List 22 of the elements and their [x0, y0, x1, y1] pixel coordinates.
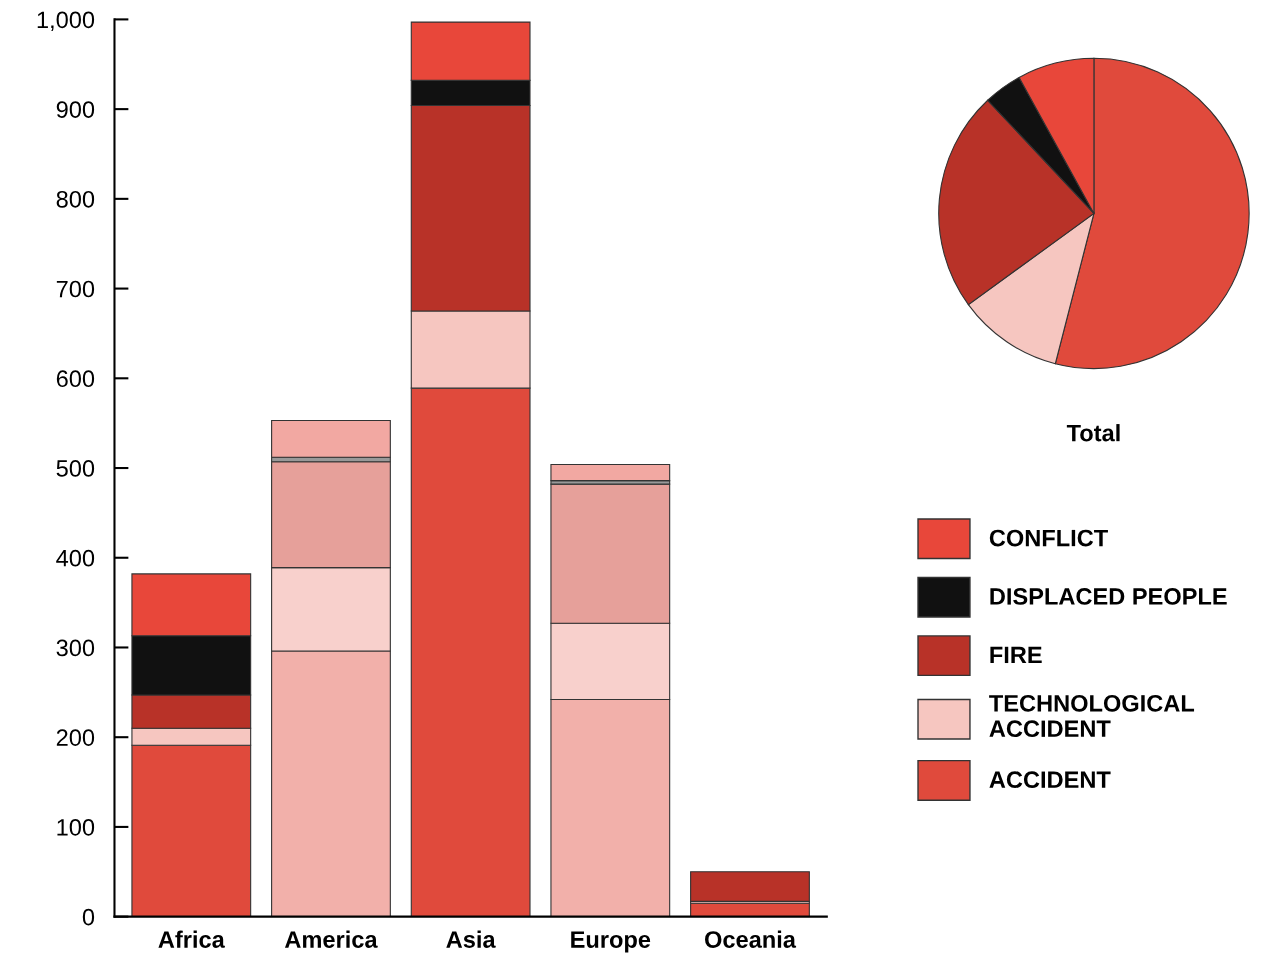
y-tick-label: 1,000 [37, 11, 95, 31]
legend-label: FIRE [990, 646, 1042, 664]
y-tick-label: 700 [56, 280, 95, 298]
y-tick-label: 300 [56, 639, 95, 657]
y-tick-label: 500 [56, 460, 95, 477]
text: Total [1066, 424, 1120, 442]
y-tick-label: 600 [56, 370, 95, 388]
y-tick-label: 200 [56, 729, 95, 746]
x-tick-label: Africa [158, 930, 225, 948]
y-tick-label: 400 [56, 549, 95, 567]
y-tick-label: 0 [82, 908, 95, 926]
x-tick-label: Oceania [705, 930, 797, 948]
y-tick-label: 900 [56, 101, 95, 118]
y-tick-label: 800 [56, 190, 95, 208]
x-tick-label: Europe [571, 931, 651, 953]
legend-label: ACCIDENT [989, 771, 1111, 789]
x-tick-label: Asia [446, 930, 496, 948]
y-tick-label: 100 [57, 818, 95, 836]
legend-label: TECHNOLOGICAL ACCIDENT [989, 694, 1195, 738]
legend-label: DISPLACED PEOPLE [990, 588, 1227, 605]
legend-label: CONFLICT [989, 529, 1108, 547]
x-tick-label: America [284, 930, 378, 948]
